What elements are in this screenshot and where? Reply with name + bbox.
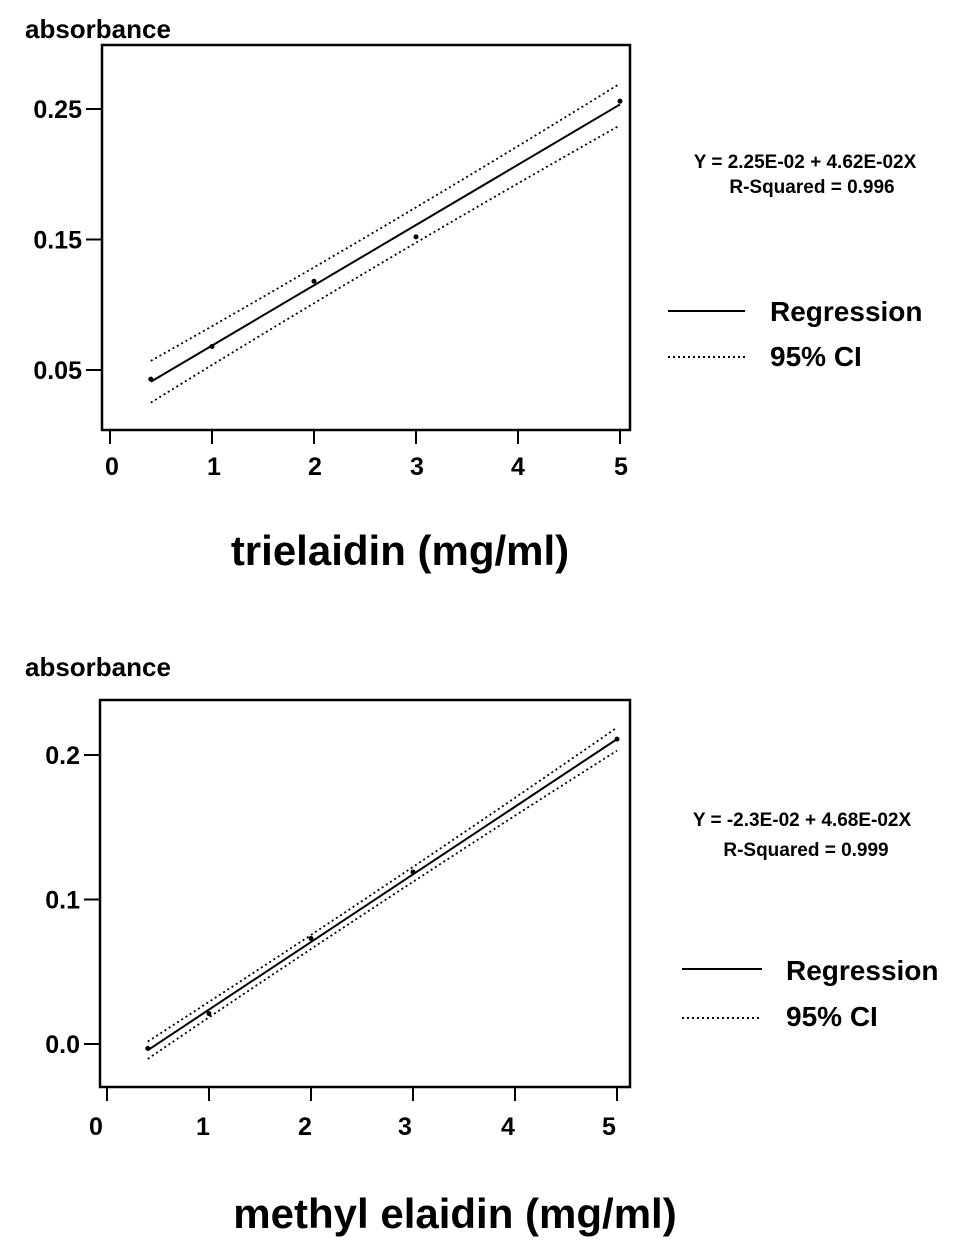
- y-axis: 0.05 0.15 0.25: [33, 96, 102, 385]
- x-axis: 0 1 2 3 4 5: [89, 1087, 618, 1141]
- plot-frame: [98, 698, 632, 1089]
- x-tick-label: 5: [602, 1113, 616, 1141]
- y-tick-label: 0.0: [45, 1031, 80, 1059]
- ci-upper-line: [150, 82, 621, 362]
- x-axis: 0 1 2 3 4 5: [105, 430, 628, 481]
- y-axis: 0.0 0.1 0.2: [45, 742, 100, 1059]
- data-point: [209, 344, 215, 350]
- y-tick-label: 0.05: [33, 357, 82, 385]
- chart-trielaidin: absorbance 0.05 0.15 0.25 0 1 2 3 4 5 trielaidi…: [25, 14, 923, 574]
- plot-frame: [100, 43, 632, 432]
- ci-lower-line: [147, 749, 618, 1060]
- y-tick-label: 0.2: [45, 742, 80, 770]
- x-tick-label: 5: [614, 453, 628, 481]
- y-axis-label: absorbance: [25, 652, 171, 682]
- x-tick-label: 4: [511, 453, 525, 481]
- data-point: [206, 1011, 212, 1017]
- plot-lines: [145, 726, 620, 1060]
- legend: Regression 95% CI: [682, 955, 939, 1032]
- data-point: [413, 234, 419, 240]
- ci-upper-line: [147, 726, 618, 1043]
- regression-line: [147, 738, 618, 1052]
- legend-label-ci: 95% CI: [786, 1001, 878, 1032]
- x-axis-label: methyl elaidin (mg/ml): [233, 1190, 676, 1237]
- regression-line: [150, 103, 621, 383]
- x-tick-label: 1: [207, 453, 221, 481]
- x-tick-label: 2: [298, 1113, 312, 1141]
- x-tick-label: 2: [308, 453, 322, 481]
- ci-lower-line: [150, 124, 621, 404]
- r-squared-label: R-Squared = 0.999: [723, 840, 888, 861]
- r-squared-label: R-Squared = 0.996: [729, 177, 894, 198]
- legend-label-regression: Regression: [770, 296, 923, 327]
- x-tick-label: 3: [398, 1113, 412, 1141]
- y-tick-label: 0.25: [33, 96, 82, 124]
- x-axis-label: trielaidin (mg/ml): [231, 527, 569, 574]
- data-point: [617, 98, 623, 104]
- legend: Regression 95% CI: [668, 296, 923, 372]
- x-tick-label: 0: [105, 453, 119, 481]
- legend-label-ci: 95% CI: [770, 341, 862, 372]
- x-tick-label: 3: [410, 453, 424, 481]
- y-tick-label: 0.15: [33, 227, 82, 255]
- regression-equation: Y = 2.25E-02 + 4.62E-02X: [694, 152, 917, 173]
- x-tick-label: 4: [501, 1113, 515, 1141]
- data-point: [148, 376, 154, 382]
- legend-label-regression: Regression: [786, 955, 939, 986]
- regression-equation: Y = -2.3E-02 + 4.68E-02X: [693, 810, 912, 831]
- plot-lines: [148, 82, 623, 404]
- y-axis-label: absorbance: [25, 14, 171, 44]
- data-point: [410, 869, 416, 875]
- y-tick-label: 0.1: [45, 887, 80, 915]
- data-point: [308, 936, 314, 942]
- data-point: [614, 736, 620, 742]
- chart-methyl-elaidin: absorbance 0.0 0.1 0.2 0 1 2 3 4 5 methyl elaid…: [25, 652, 939, 1237]
- data-point: [311, 278, 317, 284]
- data-point: [145, 1045, 151, 1051]
- x-tick-label: 0: [89, 1113, 103, 1141]
- x-tick-label: 1: [196, 1113, 210, 1141]
